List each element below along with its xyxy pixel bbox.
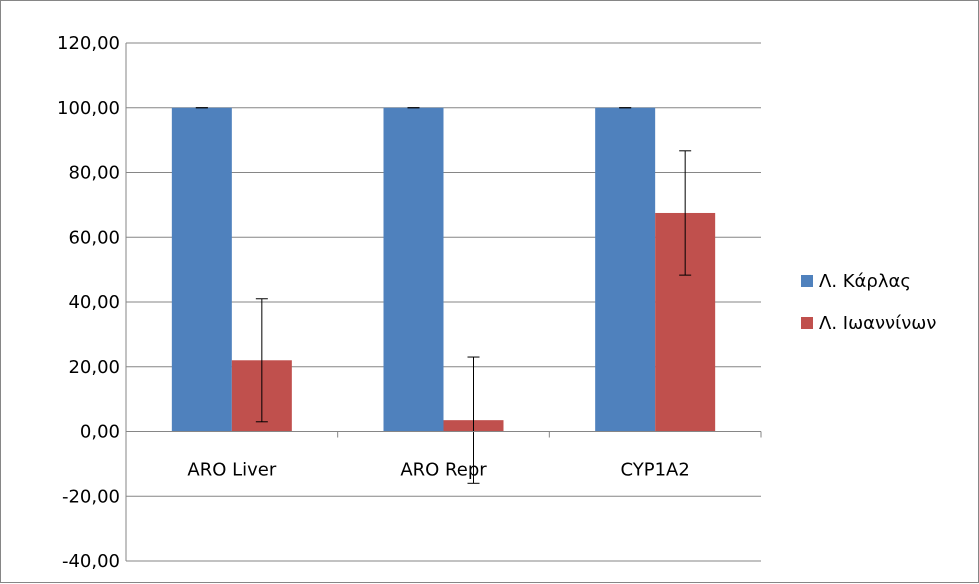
y-tick-label: 20,00 (68, 357, 120, 378)
category-label: ARO Liver (187, 460, 276, 481)
legend-item-series-2: Λ. Ιωαννίνων (801, 308, 936, 338)
y-tick-label: 100,00 (57, 98, 120, 119)
legend-swatch-series-1 (801, 275, 813, 287)
y-axis-ticks: -40,00 -20,00 0,00 20,00 40,00 60,00 80,00 100,… (57, 33, 120, 572)
legend-swatch-series-2 (801, 317, 813, 329)
legend-label-series-1: Λ. Κάρλας (819, 270, 911, 292)
category-label: CYP1A2 (621, 460, 690, 481)
legend: Λ. Κάρλας Λ. Ιωαννίνων (801, 266, 936, 350)
category-labels: ARO Liver ARO Repr CYP1A2 (187, 460, 689, 481)
legend-label-series-2: Λ. Ιωαννίνων (819, 312, 937, 334)
y-tick-label: -40,00 (62, 551, 120, 572)
y-tick-label: 40,00 (68, 292, 120, 313)
x-axis (125, 43, 762, 561)
error-bars (195, 107, 692, 484)
y-tick-label: -20,00 (62, 486, 120, 507)
y-tick-label: 60,00 (68, 227, 120, 248)
bar-series-1 (171, 107, 232, 432)
bars (171, 107, 716, 432)
y-tick-label: 0,00 (80, 422, 120, 443)
y-tick-label: 80,00 (68, 163, 120, 184)
bar-series-1 (595, 107, 656, 432)
legend-item-series-1: Λ. Κάρλας (801, 266, 936, 296)
bar-series-1 (383, 107, 444, 432)
y-tick-label: 120,00 (57, 33, 120, 54)
category-label: ARO Repr (400, 460, 487, 481)
